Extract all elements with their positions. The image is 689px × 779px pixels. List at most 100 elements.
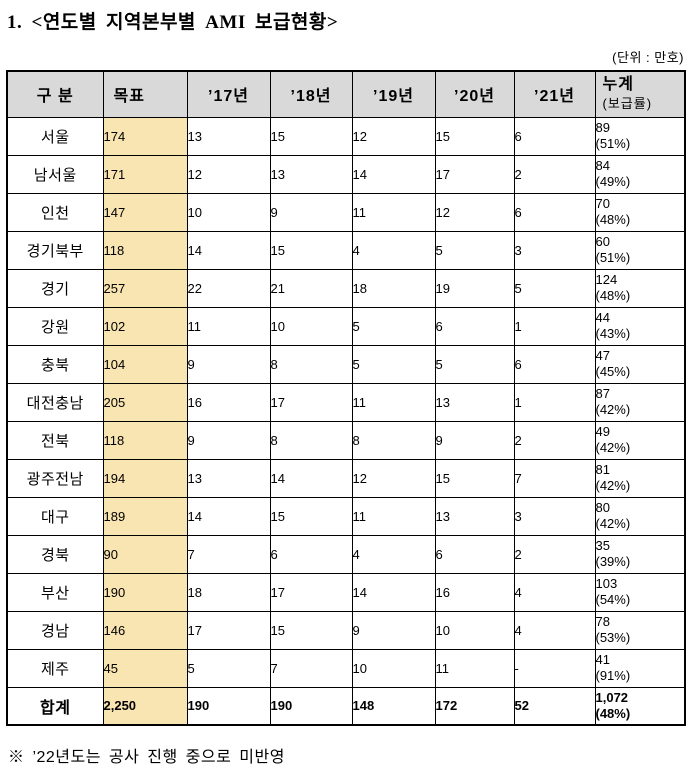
cumulative-rate: (51%)	[595, 136, 631, 151]
cumulative-cell: 103 (54%)	[594, 572, 686, 612]
year-value-cell: 8	[269, 420, 353, 460]
table-row-daegu: 대구 189 14 15 11 13 3 80 (42%)	[6, 496, 686, 536]
target-cell: 45	[102, 648, 188, 688]
table-total-row: 합계 2,250 190 190 148 172 52 1,072 (48%)	[6, 686, 686, 726]
year-value-cell: 13	[186, 458, 271, 498]
year-value-cell: 9	[186, 420, 271, 460]
cumulative-rate: (42%)	[595, 478, 631, 493]
total-label-cell: 합계	[6, 686, 104, 726]
cumulative-value: 78	[595, 613, 610, 629]
unit-label: (단위 : 만호)	[612, 50, 684, 65]
year-value-cell: 12	[434, 192, 515, 232]
cumulative-value: 124	[595, 271, 618, 287]
year-value-cell: 13	[186, 116, 271, 156]
region-cell: 경북	[6, 534, 104, 574]
region-cell: 인천	[6, 192, 104, 232]
total-cumulative-cell: 1,072 (48%)	[594, 686, 686, 726]
year-value-cell: 5	[434, 344, 515, 384]
region-cell: 제주	[6, 648, 104, 688]
year-value-cell: 3	[513, 496, 596, 536]
total-year-value-cell: 148	[351, 686, 436, 726]
table-row-jeonbuk: 전북 118 9 8 8 9 2 49 (42%)	[6, 420, 686, 460]
target-cell: 147	[102, 192, 188, 232]
table-row-gyeongnam: 경남 146 17 15 9 10 4 78 (53%)	[6, 610, 686, 650]
total-year-value-cell: 52	[513, 686, 596, 726]
cumulative-cell: 44 (43%)	[594, 306, 686, 346]
cumulative-rate: (42%)	[595, 402, 631, 417]
cumulative-rate: (39%)	[595, 554, 631, 569]
year-value-cell: 19	[434, 268, 515, 308]
year-value-cell: 6	[434, 306, 515, 346]
year-value-cell: 2	[513, 420, 596, 460]
cumulative-value: 41	[595, 651, 610, 667]
year-value-cell: 6	[513, 344, 596, 384]
year-value-cell: 15	[269, 496, 353, 536]
total-year-value-cell: 190	[186, 686, 271, 726]
year-value-cell: 14	[269, 458, 353, 498]
year-value-cell: 4	[351, 534, 436, 574]
cumulative-cell: 47 (45%)	[594, 344, 686, 384]
header-cumulative-rate-label: (보급률)	[602, 96, 653, 112]
table-row-chungbuk: 충북 104 9 8 5 5 6 47 (45%)	[6, 344, 686, 384]
year-value-cell: 16	[434, 572, 515, 612]
cumulative-value: 87	[595, 385, 610, 401]
year-value-cell: 7	[186, 534, 271, 574]
footnote: ※ ’22년도는 공사 진행 중으로 미반영	[8, 749, 285, 766]
target-cell: 171	[102, 154, 188, 194]
year-value-cell: 9	[269, 192, 353, 232]
cumulative-rate: (42%)	[595, 440, 631, 455]
year-value-cell: 5	[513, 268, 596, 308]
cumulative-value: 84	[595, 157, 610, 173]
region-cell: 부산	[6, 572, 104, 612]
target-cell: 257	[102, 268, 188, 308]
year-value-cell: 4	[351, 230, 436, 270]
header-target: 목표	[102, 70, 188, 118]
region-cell: 남서울	[6, 154, 104, 194]
region-cell: 전북	[6, 420, 104, 460]
target-cell: 104	[102, 344, 188, 384]
cumulative-cell: 87 (42%)	[594, 382, 686, 422]
year-value-cell: 6	[513, 192, 596, 232]
year-value-cell: 15	[434, 116, 515, 156]
header-year-2019: ’19년	[351, 70, 436, 118]
cumulative-value: 49	[595, 423, 610, 439]
cumulative-cell: 35 (39%)	[594, 534, 686, 574]
header-year-2018: ’18년	[269, 70, 353, 118]
region-cell: 충북	[6, 344, 104, 384]
year-value-cell: 12	[351, 458, 436, 498]
year-value-cell: 17	[186, 610, 271, 650]
cumulative-cell: 80 (42%)	[594, 496, 686, 536]
region-cell: 경기북부	[6, 230, 104, 270]
year-value-cell: 17	[434, 154, 515, 194]
cumulative-cell: 70 (48%)	[594, 192, 686, 232]
table-row-gangwon: 강원 102 11 10 5 6 1 44 (43%)	[6, 306, 686, 346]
cumulative-cell: 60 (51%)	[594, 230, 686, 270]
year-value-cell: 11	[351, 496, 436, 536]
cumulative-cell: 81 (42%)	[594, 458, 686, 498]
year-value-cell: 16	[186, 382, 271, 422]
cumulative-rate: (45%)	[595, 364, 631, 379]
cumulative-value: 60	[595, 233, 610, 249]
year-value-cell: 21	[269, 268, 353, 308]
cumulative-cell: 84 (49%)	[594, 154, 686, 194]
year-value-cell: 3	[513, 230, 596, 270]
target-cell: 118	[102, 230, 188, 270]
header-cumulative-label: 누계	[602, 76, 634, 93]
total-year-value-cell: 190	[269, 686, 353, 726]
cumulative-rate: (91%)	[595, 668, 631, 683]
region-cell: 대구	[6, 496, 104, 536]
target-cell: 205	[102, 382, 188, 422]
page-title: 1. <연도별 지역본부별 AMI 보급현황>	[7, 12, 339, 33]
target-cell: 194	[102, 458, 188, 498]
cumulative-cell: 78 (53%)	[594, 610, 686, 650]
table-row-daejeonchungnam: 대전충남 205 16 17 11 13 1 87 (42%)	[6, 382, 686, 422]
year-value-cell: 13	[434, 496, 515, 536]
year-value-cell: 6	[513, 116, 596, 156]
table-row-gyeonggibukbu: 경기북부 118 14 15 4 5 3 60 (51%)	[6, 230, 686, 270]
target-cell: 90	[102, 534, 188, 574]
cumulative-value: 70	[595, 195, 610, 211]
table-row-namseoul: 남서울 171 12 13 14 17 2 84 (49%)	[6, 154, 686, 194]
cumulative-rate: (48%)	[595, 212, 631, 227]
ami-deployment-table: 구 분 목표 ’17년 ’18년 ’19년 ’20년 ’21년 누계 (보급률)…	[6, 70, 686, 726]
year-value-cell: 14	[351, 572, 436, 612]
